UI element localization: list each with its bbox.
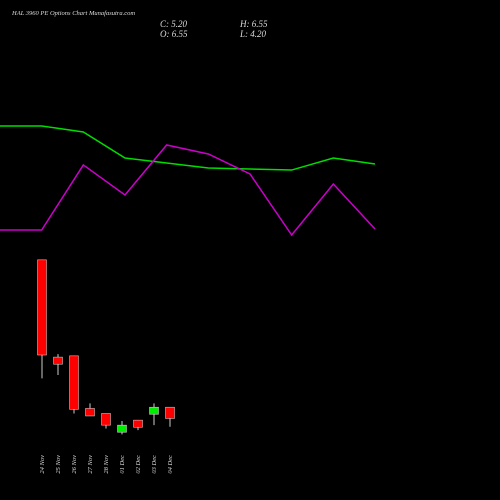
- summary-close: C: 5.20: [160, 19, 188, 29]
- x-tick-label: 01 Dec: [119, 455, 126, 474]
- x-tick-label: 02 Dec: [135, 455, 142, 474]
- chart-title: HAL 3960 PE Options Chart Munafasutra.co…: [11, 10, 135, 17]
- candle-body: [149, 406, 159, 415]
- x-tick-label: 27 Nov: [87, 455, 94, 474]
- candle-body: [133, 419, 143, 428]
- candle-body: [165, 406, 175, 419]
- candle-body: [53, 356, 63, 365]
- candle-body: [117, 424, 127, 433]
- summary-high: H: 6.55: [239, 19, 268, 29]
- indicator-line: [0, 144, 376, 237]
- x-tick-label: 28 Nov: [103, 455, 110, 474]
- x-tick-label: 26 Nov: [71, 455, 78, 474]
- summary-open: O: 6.55: [160, 29, 188, 39]
- summary-low: L: 4.20: [239, 29, 267, 39]
- x-tick-label: 24 Nov: [39, 455, 46, 474]
- candle-body: [85, 408, 95, 417]
- candle-body: [101, 413, 111, 426]
- x-tick-label: 25 Nov: [55, 455, 62, 474]
- candle-body: [37, 259, 47, 356]
- x-tick-label: 04 Dec: [167, 455, 174, 474]
- x-tick-label: 03 Dec: [151, 455, 158, 474]
- indicator-line: [0, 125, 376, 171]
- candle-body: [69, 355, 79, 410]
